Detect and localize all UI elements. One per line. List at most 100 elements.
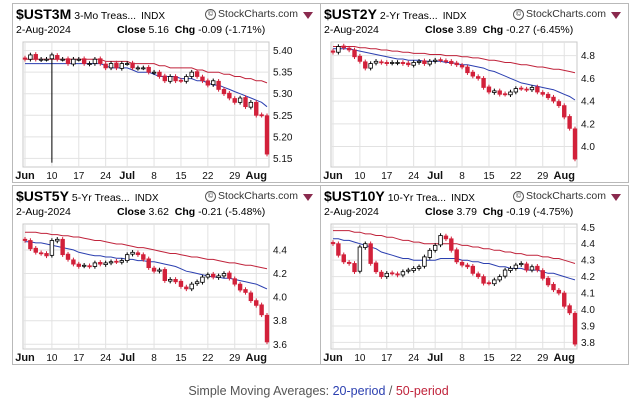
candle <box>141 65 146 71</box>
dropdown-triangle-icon[interactable] <box>611 12 621 19</box>
chart-panel-ust3m: $UST3M 3-Mo Treas... INDX © StockCharts.com 2… <box>12 3 321 183</box>
candle <box>33 52 38 62</box>
candle-body <box>114 62 119 69</box>
candle-body <box>438 59 443 62</box>
candle <box>567 303 572 316</box>
x-tick-label: Jun <box>15 170 35 182</box>
candle-body <box>551 283 556 291</box>
candle-body <box>529 266 535 271</box>
candle-body <box>400 271 406 276</box>
candle-body <box>389 272 395 275</box>
chg-value: -0.09 (-1.71%) <box>198 24 266 36</box>
y-tick-label: 4.2 <box>581 272 595 283</box>
candle-body <box>330 242 336 245</box>
brand-name: StockCharts.com <box>526 8 606 20</box>
y-tick-label: 3.6 <box>273 340 287 351</box>
candle <box>259 112 264 118</box>
exchange-label: INDX <box>141 11 165 22</box>
candle-body <box>227 272 232 279</box>
candle-body <box>167 279 173 282</box>
candle <box>184 74 189 84</box>
candle <box>254 298 259 308</box>
candle-body <box>200 76 205 82</box>
candle-body <box>114 260 119 263</box>
x-tick-label: 17 <box>381 353 393 364</box>
candle <box>216 79 221 92</box>
candle <box>502 91 508 97</box>
candle-body <box>248 292 254 302</box>
candle <box>357 244 363 274</box>
chart-date: 2-Aug-2024 <box>16 24 71 36</box>
candle <box>540 268 545 281</box>
candle <box>470 264 476 276</box>
candle-body <box>28 240 33 250</box>
close-label: Close <box>117 206 146 218</box>
sma50-line <box>333 46 576 74</box>
candle-body <box>395 273 400 276</box>
candle <box>22 55 28 62</box>
candle-body <box>368 243 373 264</box>
candle-body <box>92 262 98 267</box>
candle-body <box>162 269 168 282</box>
x-tick-label: 17 <box>381 171 393 182</box>
candle-body <box>352 263 357 273</box>
candle <box>492 277 497 286</box>
dropdown-triangle-icon[interactable] <box>611 194 621 201</box>
candle <box>237 95 243 105</box>
candle-body <box>146 66 151 73</box>
x-tick-label: Jul <box>427 170 443 182</box>
x-tick-label: Jul <box>427 352 443 364</box>
candle-body <box>194 281 200 285</box>
candle-body <box>454 249 459 263</box>
candle-body <box>497 276 502 281</box>
candle-body <box>108 261 114 264</box>
dropdown-triangle-icon[interactable] <box>303 194 313 201</box>
dropdown-triangle-icon[interactable] <box>303 12 313 19</box>
candle-body <box>535 265 540 271</box>
legend-prefix: Simple Moving Averages: <box>188 384 333 398</box>
symbol: $UST5Y <box>16 188 69 204</box>
candle-body <box>545 93 551 99</box>
candle <box>65 251 71 262</box>
candle-body <box>540 92 545 95</box>
candle-body <box>259 114 264 117</box>
candle-body <box>108 63 114 69</box>
candle <box>389 60 395 66</box>
sma20-line <box>25 241 268 290</box>
brand-watermark: © StockCharts.com <box>205 8 298 20</box>
candle <box>221 271 227 279</box>
candle <box>243 95 248 109</box>
candle <box>205 78 211 88</box>
candle-body <box>368 63 373 69</box>
candle <box>346 45 352 53</box>
candle-body <box>124 254 130 261</box>
y-tick-label: 3.8 <box>581 338 595 349</box>
x-tick-label: 24 <box>408 171 420 182</box>
candle <box>108 61 114 71</box>
candle <box>373 260 379 274</box>
candle <box>330 240 336 246</box>
chg-label: Chg <box>174 206 196 218</box>
sma-legend: Simple Moving Averages: 20-period / 50-p… <box>0 384 637 398</box>
candle <box>87 263 92 269</box>
candle-body <box>416 60 422 63</box>
candle-body <box>227 92 232 99</box>
brand-watermark: © StockCharts.com <box>205 190 298 202</box>
legend-separator: / <box>385 384 396 398</box>
x-tick-label: 22 <box>202 353 214 364</box>
candle-body <box>211 273 216 278</box>
candle-body <box>87 265 92 268</box>
candle <box>221 87 227 96</box>
x-tick-label: Aug <box>246 170 267 182</box>
candle <box>529 264 535 273</box>
candle <box>194 69 200 79</box>
y-tick-label: 5.25 <box>273 111 293 122</box>
candlestick-chart: Jun 10 17 24 Jul 8 15 22 29 Aug 5.40 5.35 5.30 5.25 5.… <box>15 41 293 182</box>
candle-body <box>65 58 71 64</box>
close-value: 3.79 <box>456 206 477 218</box>
candle <box>38 250 44 256</box>
candle <box>400 60 406 66</box>
chart-panel-ust5y: $UST5Y 5-Yr Treas... INDX © StockCharts.com 2… <box>12 185 321 365</box>
candle <box>443 58 449 64</box>
candle-body <box>264 115 270 155</box>
